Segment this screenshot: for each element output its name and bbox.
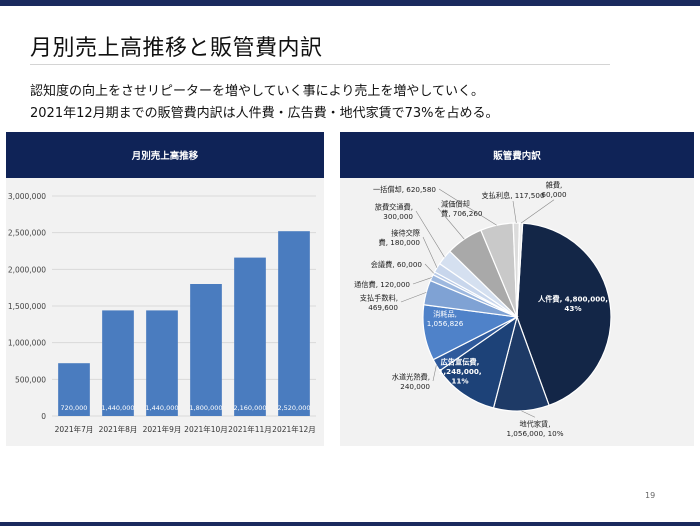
pie-slice-label: 1,056,826: [427, 319, 464, 328]
pie-slice-label: 通信費, 120,000: [354, 280, 410, 289]
bar: [102, 310, 134, 416]
pie-slice: [438, 315, 518, 409]
y-tick-label: 2,000,000: [8, 265, 46, 274]
bar: [146, 310, 178, 416]
page-number: 19: [645, 491, 656, 500]
leader-line: [400, 292, 427, 303]
sales-chart-panel: 月別売上高推移 0 500,000 1,000,000 1,500,000 2,000,…: [6, 132, 324, 446]
pie-slice-label: 43%: [564, 304, 581, 313]
bottom-accent-bar: [0, 522, 700, 526]
bar-value-label: 720,000: [61, 404, 88, 412]
bar-value-label: 2,160,000: [233, 404, 266, 412]
title-divider: [30, 64, 610, 65]
pie-slice: [516, 222, 612, 407]
x-tick-label: 2021年10月: [184, 424, 228, 434]
pie-slice-label: 1,248,000,: [438, 367, 481, 376]
y-tick-label: 0: [41, 412, 46, 421]
leader-line: [437, 207, 465, 240]
pie-slice-label: 469,600: [368, 303, 398, 312]
x-tick-label: 2021年8月: [99, 424, 138, 434]
pie-slice-label: 会議費, 60,000: [371, 260, 423, 269]
y-tick-label: 1,500,000: [8, 302, 46, 311]
pie-slice-label: 支払手数料,: [360, 293, 398, 302]
y-tick-label: 2,500,000: [8, 229, 46, 238]
expense-chart-title: 販管費内訳: [340, 132, 694, 178]
pie-slice-label: 240,000: [400, 382, 430, 391]
expense-pie-chart: 人件費, 4,800,000,43% 地代家賃,1,056,000, 10% 広告宣…: [354, 180, 612, 438]
pie-slice-label: 一括償却, 620,580: [373, 185, 436, 194]
bar: [234, 257, 266, 416]
leader-line: [520, 199, 555, 224]
pie-slice-label: 人件費, 4,800,000,: [538, 294, 608, 303]
leader-line: [512, 200, 517, 224]
x-tick-label: 2021年9月: [143, 424, 182, 434]
bar: [190, 284, 222, 416]
pie-slice-label: 1,056,000, 10%: [506, 429, 563, 438]
x-tick-label: 2021年11月: [228, 424, 272, 434]
sales-bar-chart: 0 500,000 1,000,000 1,500,000 2,000,000 2,500…: [8, 192, 316, 434]
pie-slice-label: 費, 180,000: [379, 238, 421, 247]
pie-slice-label: 減価償却: [441, 199, 470, 208]
y-tick-label: 500,000: [15, 375, 46, 384]
bar: [58, 363, 90, 416]
pie-slice-label: 接待交際: [391, 228, 420, 237]
pie-slice-label: 広告宣伝費,: [441, 358, 480, 367]
x-tick-label: 2021年7月: [55, 424, 94, 434]
pie-slice-label: 水道光熱費,: [392, 372, 430, 381]
pie-slice-label: 支払利息, 117,500: [481, 191, 544, 200]
pie-slice-label: 雑費,: [546, 180, 563, 189]
expense-chart-panel: 販管費内訳 人件費, 4,800,000, 43% 地代家賃, 1,056,000, …: [340, 132, 694, 446]
pie-slice-label: 消耗品,: [433, 309, 457, 318]
bar-value-label: 1,440,000: [101, 404, 134, 412]
pie-slice-label: 60,000: [541, 190, 567, 199]
y-tick-label: 1,000,000: [8, 339, 46, 348]
bar-value-label: 1,800,000: [189, 404, 222, 412]
leader-line: [424, 263, 435, 274]
bar-value-label: 2,520,000: [277, 404, 310, 412]
sales-chart-title: 月別売上高推移: [6, 132, 324, 178]
leader-line: [422, 236, 438, 268]
pie-slice-label: 費, 706,260: [441, 209, 483, 218]
page-title: 月別売上高推移と販管費内訳: [30, 36, 323, 61]
leader-line: [412, 277, 432, 285]
top-accent-bar: [0, 0, 700, 6]
leader-line: [415, 210, 445, 258]
subtitle-line-1: 認知度の向上をさせリピーターを増やしていく事により売上を増やしていく。: [30, 84, 484, 99]
pie-slice-label: 11%: [451, 377, 468, 386]
subtitle-line-2: 2021年12月期までの販管費内訳は人件費・広告費・地代家賃で73%を占める。: [30, 106, 499, 121]
leader-line: [521, 410, 536, 418]
pie-slice-label: 旅費交通費,: [375, 202, 413, 211]
x-tick-label: 2021年12月: [272, 424, 316, 434]
leader-line: [438, 188, 497, 226]
bar-value-label: 1,440,000: [145, 404, 178, 412]
pie-slice-label: 地代家賃,: [519, 419, 550, 428]
y-tick-label: 3,000,000: [8, 192, 46, 201]
leader-line: [432, 365, 437, 382]
bar: [278, 231, 310, 416]
pie-slice-label: 300,000: [383, 212, 413, 221]
